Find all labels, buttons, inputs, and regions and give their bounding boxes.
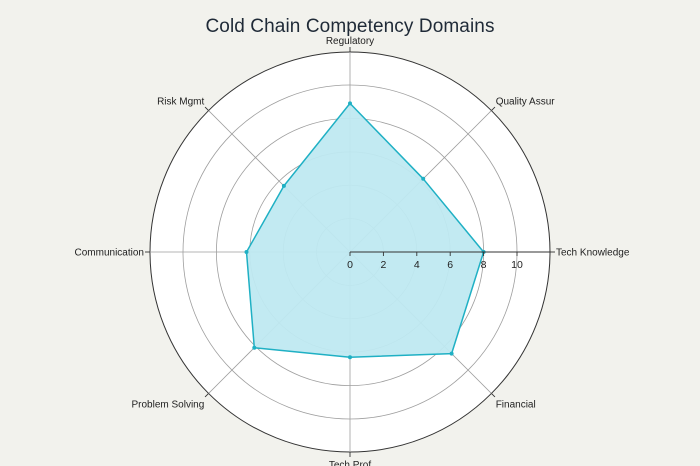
radial-tick-label: 6 [447, 259, 453, 271]
category-label: Financial [496, 400, 536, 411]
category-tick [204, 106, 209, 111]
category-label: Problem Solving [131, 400, 204, 411]
radial-tick-label: 4 [414, 259, 420, 271]
category-tick [491, 106, 496, 111]
category-label-layer: Tech Knowledge Quality Assur Regulatory Ris… [75, 36, 630, 466]
category-label: Tech Prof [329, 460, 371, 466]
radial-tick-label: 8 [481, 259, 487, 271]
category-tick [491, 393, 496, 398]
radial-tick-label: 2 [380, 259, 386, 271]
category-label: Communication [75, 248, 144, 259]
data-point [244, 250, 249, 254]
data-point [348, 101, 352, 106]
data-layer [244, 101, 486, 360]
data-point [421, 176, 426, 181]
category-label: Tech Knowledge [556, 248, 630, 259]
data-point [348, 355, 352, 360]
data-point [449, 351, 454, 356]
data-point [252, 345, 257, 350]
category-label: Quality Assur [496, 96, 556, 107]
category-tick [204, 393, 209, 398]
radial-tick-label: 0 [347, 259, 353, 271]
radial-tick-label: 10 [511, 259, 523, 271]
tick-layer: 0 2 4 6 8 10 [347, 251, 550, 271]
chart-title: Cold Chain Competency Domains [205, 16, 495, 37]
category-label: Risk Mgmt [157, 96, 204, 107]
category-label: Regulatory [326, 36, 374, 47]
data-point [281, 183, 286, 188]
